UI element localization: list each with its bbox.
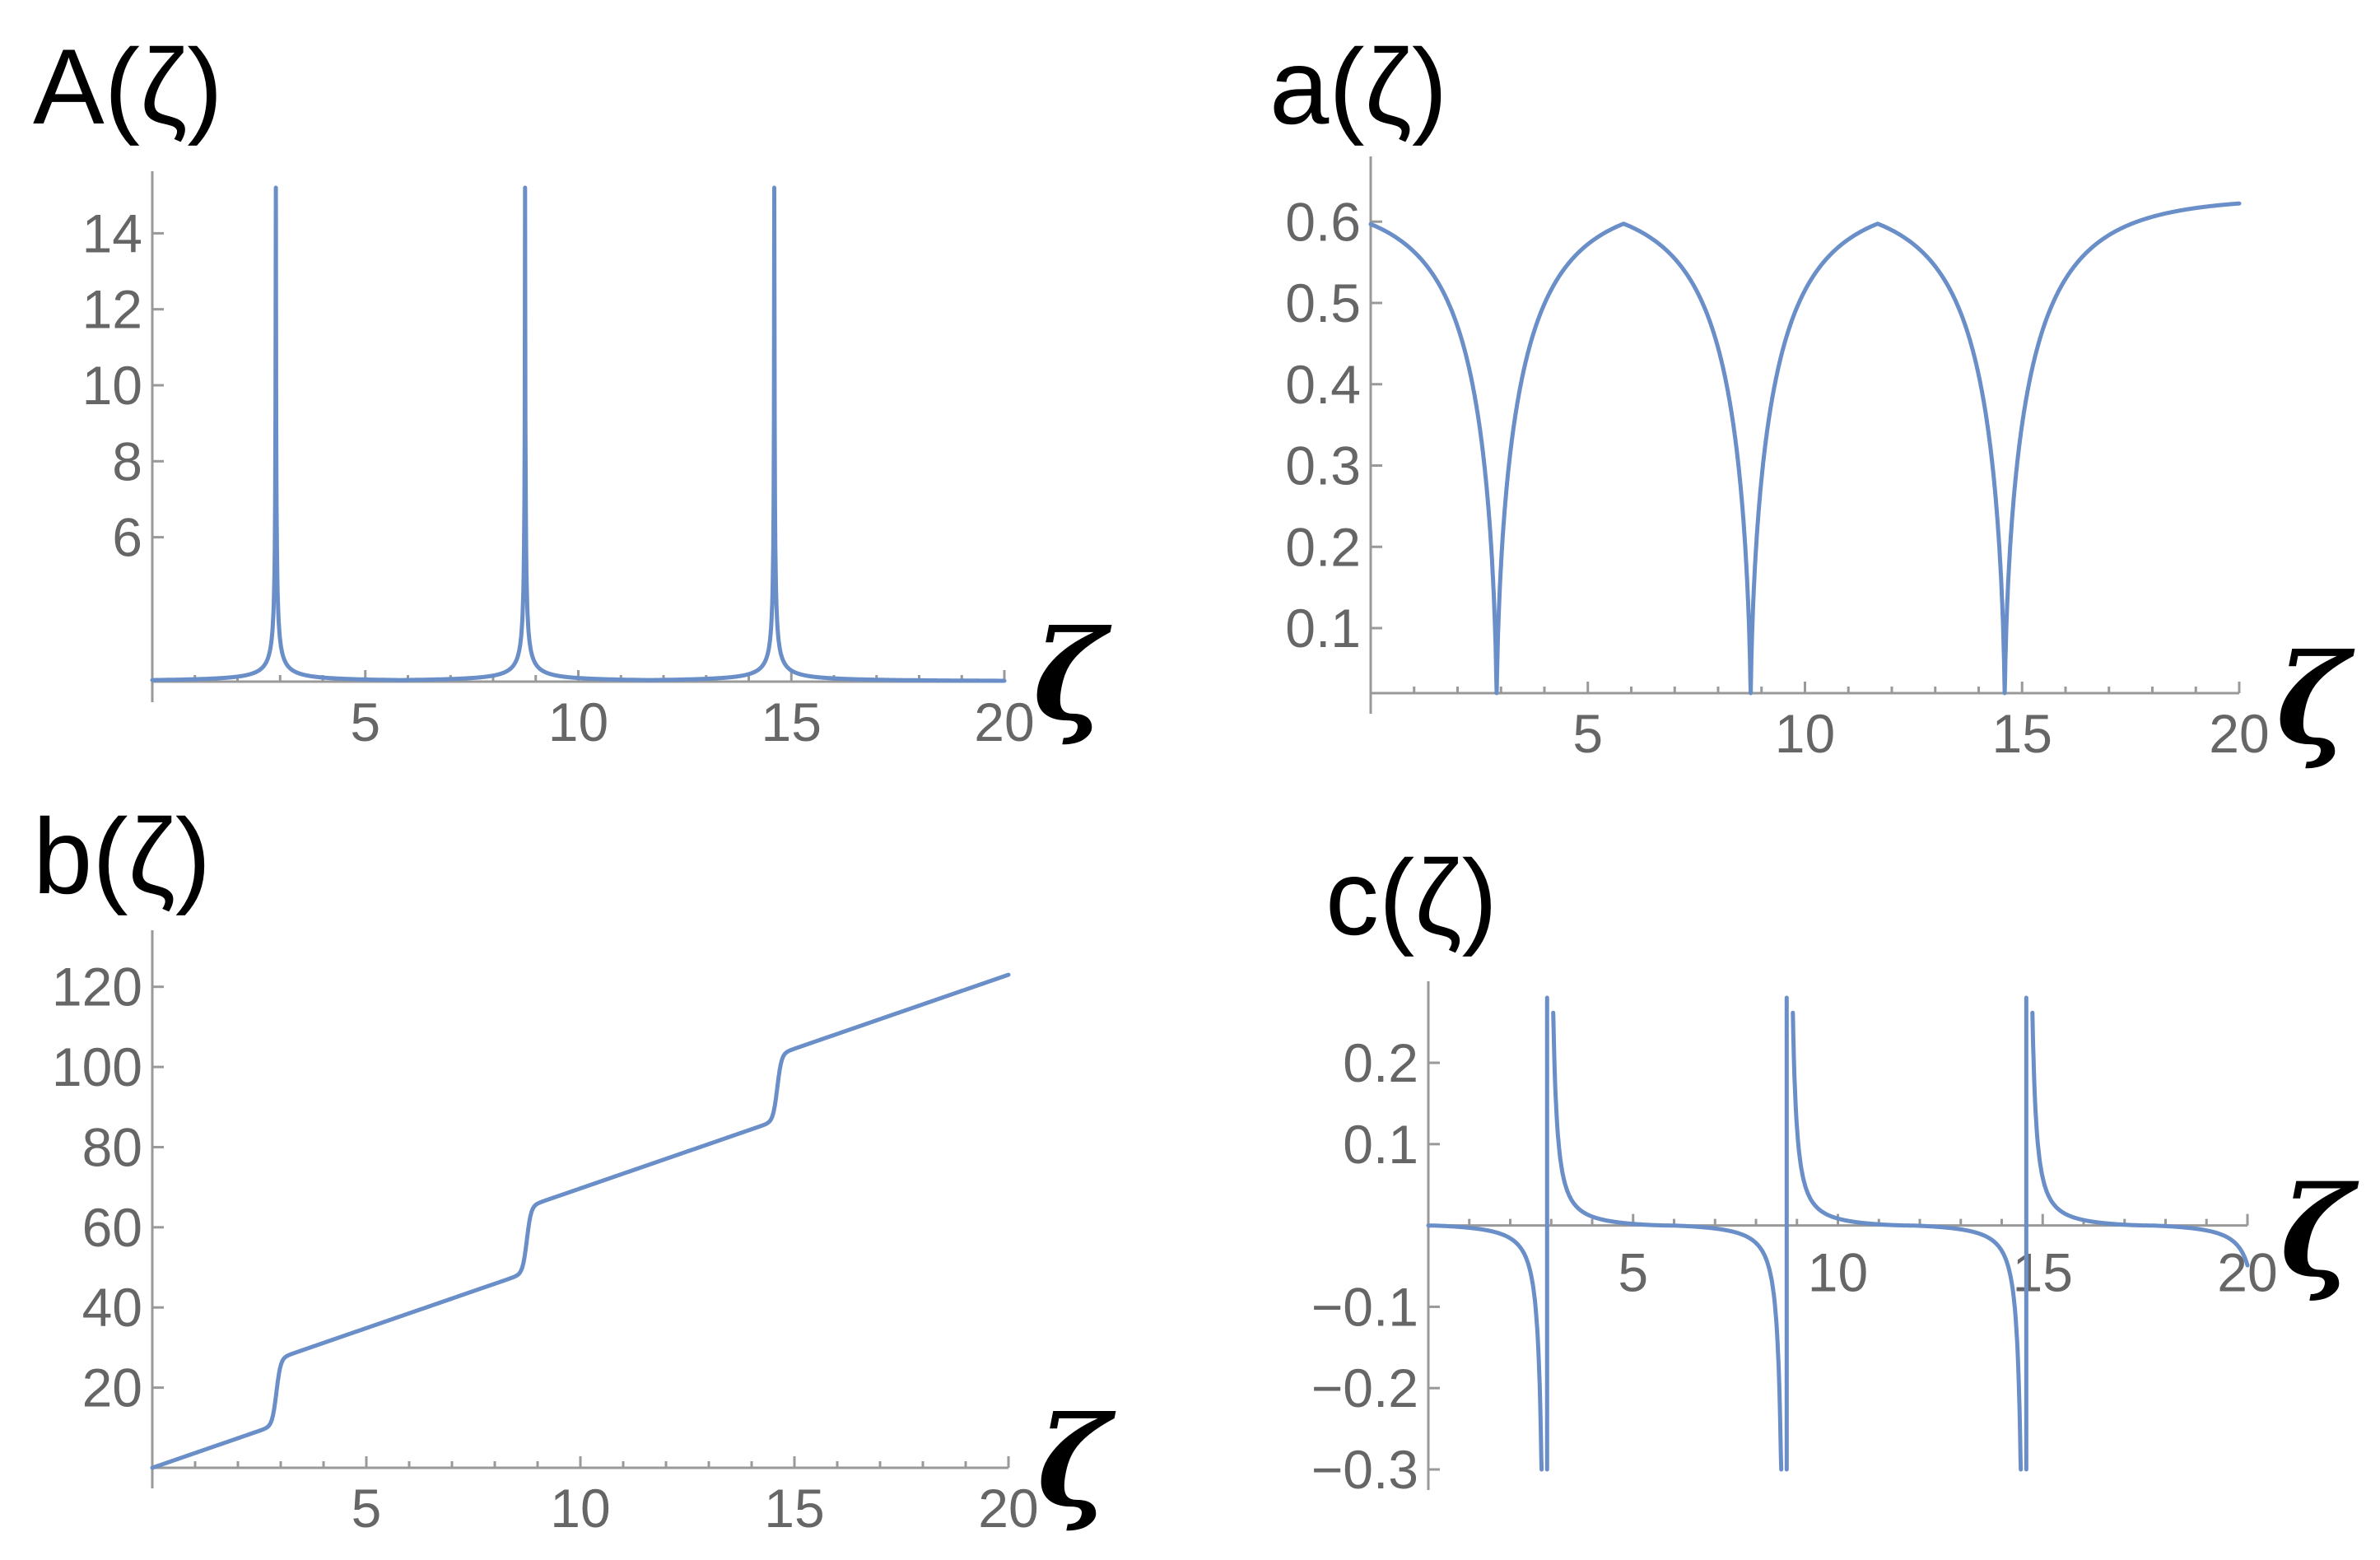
chart-a-title: a(ζ) bbox=[1269, 26, 1447, 147]
chart-a-x-tick-label: 5 bbox=[1572, 703, 1603, 764]
chart-a-series-line bbox=[1368, 201, 2242, 696]
chart-b-y-tick-label: 40 bbox=[82, 1277, 142, 1338]
chart-a-x-tick-label: 15 bbox=[1992, 703, 2052, 764]
chart-b-x-tick-label: 20 bbox=[978, 1478, 1038, 1539]
chart-A-x-tick-label: 20 bbox=[974, 692, 1034, 752]
chart-panel-A: A(ζ) 5 10 15 20 6 8 10 12 14 ζ bbox=[0, 0, 1112, 774]
chart-A-series-line bbox=[150, 185, 1007, 683]
chart-c-x-tick-label: 5 bbox=[1618, 1242, 1648, 1303]
chart-b-series-line bbox=[150, 972, 1011, 1470]
chart-A-y-tick-label: 12 bbox=[82, 279, 142, 340]
chart-A-y-tick-label: 8 bbox=[112, 431, 142, 491]
chart-b-x-tick-label: 5 bbox=[352, 1478, 382, 1539]
chart-c-y-tick-label: −0.2 bbox=[1311, 1357, 1418, 1418]
chart-c-svg: c(ζ) 5 10 15 20 −0.3 −0.2 −0.1 0.1 0.2 ζ bbox=[1311, 837, 2359, 1500]
chart-c-x-tick-label: 20 bbox=[2217, 1242, 2277, 1303]
chart-b-y-tick-label: 80 bbox=[82, 1116, 142, 1177]
chart-a-x-tick-label: 20 bbox=[2209, 703, 2269, 764]
chart-a-svg: a(ζ) 5 10 15 20 0.1 0.2 0.3 0.4 0.5 0.6 ζ bbox=[1269, 26, 2355, 772]
chart-A-title: A(ζ) bbox=[33, 26, 223, 147]
chart-c-y-tick-label: 0.1 bbox=[1343, 1114, 1418, 1175]
chart-A-svg: A(ζ) 5 10 15 20 6 8 10 12 14 ζ bbox=[33, 26, 1112, 752]
chart-a-x-tick-label: 10 bbox=[1775, 703, 1835, 764]
chart-panel-a: a(ζ) 5 10 15 20 0.1 0.2 0.3 0.4 0.5 0.6 ζ bbox=[1218, 0, 2380, 774]
chart-b-x-tick-label: 15 bbox=[764, 1478, 824, 1539]
chart-b-y-tick-label: 20 bbox=[82, 1357, 142, 1418]
chart-b-svg: b(ζ) 5 10 15 20 20 40 60 80 100 120 ζ bbox=[33, 796, 1116, 1539]
chart-a-x-axis-label: ζ bbox=[2276, 627, 2355, 772]
chart-b-y-tick-label: 120 bbox=[52, 957, 142, 1017]
chart-A-x-tick-label: 5 bbox=[350, 692, 380, 752]
chart-c-x-tick-label: 15 bbox=[2013, 1242, 2073, 1303]
chart-panel-b: b(ζ) 5 10 15 20 20 40 60 80 100 120 ζ bbox=[0, 782, 1116, 1560]
chart-a-y-tick-label: 0.4 bbox=[1285, 354, 1361, 415]
chart-b-y-tick-label: 100 bbox=[52, 1036, 142, 1097]
chart-A-y-tick-label: 10 bbox=[82, 355, 142, 416]
chart-a-y-tick-label: 0.3 bbox=[1285, 435, 1361, 496]
chart-A-x-axis-label: ζ bbox=[1033, 603, 1112, 748]
chart-a-y-tick-label: 0.6 bbox=[1285, 191, 1361, 252]
chart-c-y-tick-label: 0.2 bbox=[1343, 1032, 1418, 1093]
chart-c-y-tick-label: −0.3 bbox=[1311, 1439, 1418, 1500]
chart-c-x-tick-label: 10 bbox=[1808, 1242, 1868, 1303]
chart-a-y-tick-label: 0.2 bbox=[1285, 516, 1361, 577]
chart-a-y-tick-label: 0.1 bbox=[1285, 598, 1361, 659]
chart-b-title: b(ζ) bbox=[33, 796, 211, 916]
chart-c-x-axis-label: ζ bbox=[2280, 1160, 2359, 1305]
chart-c-y-tick-label: −0.1 bbox=[1311, 1276, 1418, 1337]
chart-b-y-tick-label: 60 bbox=[82, 1197, 142, 1258]
chart-b-x-tick-label: 10 bbox=[550, 1478, 610, 1539]
chart-A-x-tick-label: 10 bbox=[548, 692, 608, 752]
chart-c-title: c(ζ) bbox=[1325, 837, 1497, 957]
chart-panel-c: c(ζ) 5 10 15 20 −0.3 −0.2 −0.1 0.1 0.2 ζ bbox=[1218, 782, 2380, 1560]
chart-a-y-tick-label: 0.5 bbox=[1285, 272, 1361, 333]
chart-b-x-axis-label: ζ bbox=[1037, 1390, 1116, 1534]
chart-A-x-tick-label: 15 bbox=[762, 692, 822, 752]
chart-c-series-line bbox=[1426, 1010, 2250, 1472]
chart-A-y-tick-label: 6 bbox=[112, 507, 142, 568]
chart-A-y-tick-label: 14 bbox=[82, 203, 142, 263]
